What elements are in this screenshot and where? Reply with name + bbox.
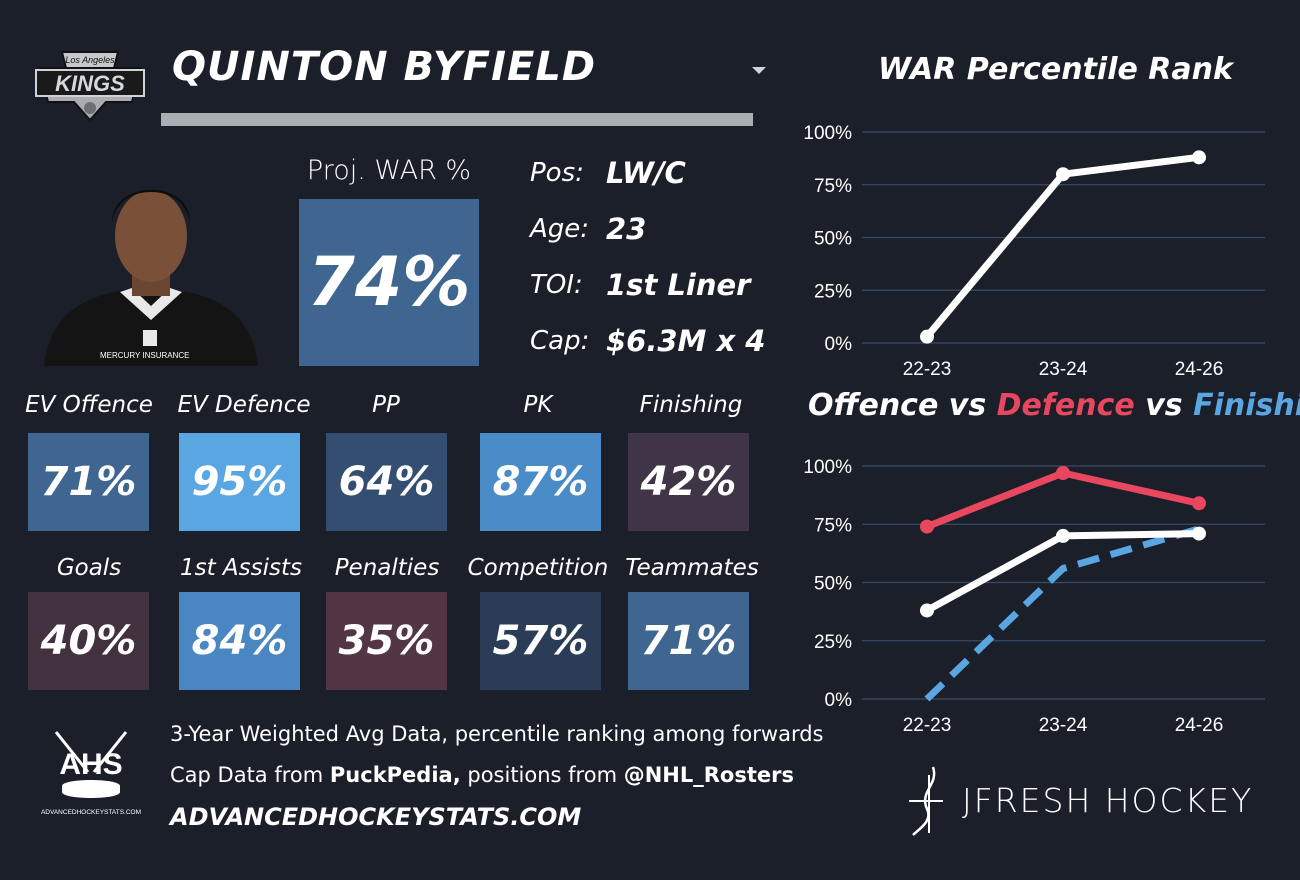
kings-logo: Los Angeles KINGS: [35, 51, 145, 122]
y-tick-label: 0%: [825, 690, 853, 711]
jfresh-logo: [909, 766, 943, 836]
y-tick-label: 75%: [814, 515, 852, 536]
y-tick-label: 75%: [814, 176, 852, 197]
info-row-position: Pos: LW/C: [530, 153, 686, 193]
title-finishing: Finishing: [1193, 388, 1300, 423]
y-tick-label: 25%: [814, 632, 852, 653]
stat-label-finishing: Finishing: [639, 392, 743, 418]
x-tick-label: 24-26: [1175, 715, 1224, 736]
player-name: QUINTON BYFIELD: [172, 44, 597, 90]
footer-sources-prefix: Cap Data from: [170, 763, 330, 787]
data-point: [920, 603, 934, 618]
offence-defence-finishing-chart: 0% 25% 50% 75% 100% 22-23 23-24 24-26: [803, 457, 1265, 736]
info-label: TOI:: [530, 270, 583, 300]
kings-logo-top-text: Los Angeles: [65, 55, 115, 65]
info-value: $6.3M x 4: [606, 324, 766, 358]
data-point: [1056, 167, 1070, 182]
ahs-logo-subtext: ADVANCEDHOCKEYSTATS.COM: [41, 809, 141, 816]
jersey-sponsor-text: MERCURY INSURANCE: [100, 351, 190, 360]
stat-label-ev-defence: EV Defence: [177, 392, 311, 418]
title-defence: Defence: [996, 388, 1135, 423]
stat-label-penalties: Penalties: [334, 555, 440, 581]
data-point: [1056, 465, 1070, 480]
stat-label-pk: PK: [523, 392, 553, 418]
data-point: [920, 519, 934, 534]
x-tick-label: 22-23: [903, 715, 952, 736]
y-tick-label: 25%: [814, 281, 852, 302]
name-underline-bar: [161, 113, 753, 126]
info-value: 1st Liner: [606, 268, 751, 302]
info-row-toi: TOI: 1st Liner: [530, 265, 750, 305]
data-point: [1056, 528, 1070, 543]
series-line: [924, 525, 1200, 702]
info-label: Pos:: [530, 158, 584, 188]
website-link[interactable]: ADVANCEDHOCKEYSTATS.COM: [170, 803, 582, 831]
stat-tile-teammates: 71%: [628, 592, 749, 690]
stat-tile-ev-defence: 95%: [179, 433, 300, 531]
info-label: Age:: [530, 214, 590, 244]
puckpedia-link[interactable]: PuckPedia,: [329, 763, 461, 787]
stat-label-first-assists: 1st Assists: [179, 555, 303, 581]
ahs-logo-text: AHS: [59, 748, 122, 781]
proj-war-label: Proj. WAR %: [306, 155, 472, 186]
info-row-age: Age: 23: [530, 209, 646, 249]
ahs-logo: AHS ADVANCEDHOCKEYSTATS.COM: [41, 731, 141, 816]
y-tick-label: 0%: [825, 334, 853, 355]
stat-tile-pp: 64%: [326, 433, 447, 531]
stat-tile-first-assists: 84%: [179, 592, 300, 690]
y-tick-label: 100%: [803, 457, 852, 478]
footer-note-sources: Cap Data from PuckPedia, positions from …: [170, 763, 794, 787]
stat-tile-ev-offence: 71%: [28, 433, 149, 531]
x-tick-label: 22-23: [903, 359, 952, 380]
kings-logo-text: KINGS: [55, 71, 125, 96]
jfresh-hockey-brand: JFRESH HOCKEY: [962, 781, 1254, 820]
chart-title-war: WAR Percentile Rank: [878, 52, 1233, 87]
stat-tile-pk: 87%: [480, 433, 601, 531]
data-point: [1192, 150, 1206, 165]
y-tick-label: 100%: [803, 123, 852, 144]
stat-tile-goals: 40%: [28, 592, 149, 690]
title-vs-2: vs: [1134, 388, 1194, 423]
footer-note-data: 3-Year Weighted Avg Data, percentile ran…: [170, 722, 824, 746]
y-tick-label: 50%: [814, 229, 852, 250]
y-tick-label: 50%: [814, 574, 852, 595]
stat-label-ev-offence: EV Offence: [25, 392, 153, 418]
stat-tile-penalties: 35%: [326, 592, 447, 690]
data-point: [1192, 526, 1206, 541]
data-point: [920, 329, 934, 344]
nhl-rosters-link[interactable]: @NHL_Rosters: [623, 763, 794, 787]
chevron-down-icon[interactable]: [750, 64, 768, 76]
stat-label-goals: Goals: [56, 555, 122, 581]
data-point: [1192, 496, 1206, 511]
series-line: [925, 469, 1200, 530]
x-tick-label: 24-26: [1175, 359, 1224, 380]
stat-tile-competition: 57%: [480, 592, 601, 690]
stat-tile-finishing: 42%: [628, 433, 749, 531]
info-value: LW/C: [606, 156, 686, 190]
war-percentile-chart: 0% 25% 50% 75% 100% 22-23 23-24 24-26: [803, 123, 1265, 380]
footer-sources-mid: positions from: [460, 763, 624, 787]
info-row-cap: Cap: $6.3M x 4: [530, 321, 766, 361]
title-vs-1: vs: [938, 388, 997, 423]
x-tick-label: 23-24: [1039, 715, 1088, 736]
proj-war-value: 74%: [299, 199, 479, 366]
stat-label-teammates: Teammates: [625, 555, 759, 581]
stat-label-competition: Competition: [467, 555, 609, 581]
player-headshot: MERCURY INSURANCE: [44, 189, 258, 366]
x-tick-label: 23-24: [1039, 359, 1088, 380]
chart-title-comparison: Offence vs Defence vs Finishing: [808, 388, 1300, 423]
info-label: Cap:: [530, 326, 590, 356]
stat-label-pp: PP: [372, 392, 400, 418]
title-offence: Offence: [808, 388, 939, 423]
info-value: 23: [606, 212, 647, 246]
